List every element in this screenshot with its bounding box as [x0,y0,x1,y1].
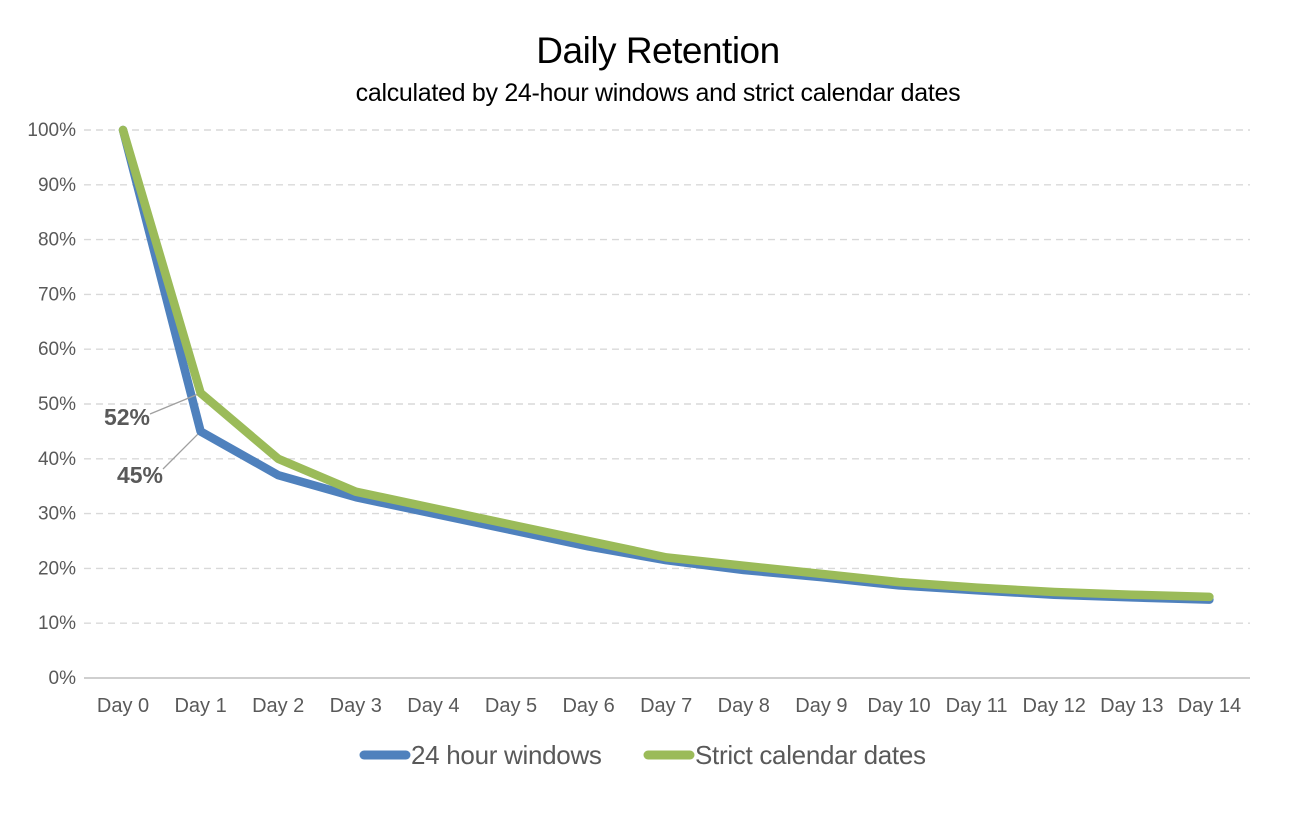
x-tick-label: Day 4 [407,695,459,717]
y-axis-tick-labels: 0% 10% 20% 30% 40% 50% 60% 70% 80% 90% 100% [27,120,76,689]
x-tick-label: Day 11 [946,695,1008,717]
x-tick-label: Day 5 [485,695,537,717]
x-axis-tick-labels: Day 0 Day 1 Day 2 Day 3 Day 4 Day 5 Day 6 Day 7… [97,695,1241,717]
y-tick-label: 70% [38,284,76,305]
y-tick-label: 0% [49,668,77,689]
legend-label: 24 hour windows [411,740,602,770]
y-tick-label: 40% [38,449,76,470]
y-tick-label: 30% [38,504,76,525]
callout-leader-line [149,393,198,415]
legend-label: Strict calendar dates [695,740,926,770]
x-tick-label: Day 2 [252,695,304,717]
callout-label: 45% [117,462,163,488]
x-tick-label: Day 0 [97,695,149,717]
y-tick-label: 100% [27,120,76,141]
callout-label: 52% [104,404,150,430]
chart-legend: 24 hour windows Strict calendar dates [359,740,926,770]
x-tick-label: Day 13 [1100,695,1163,717]
y-tick-label: 20% [38,558,76,579]
x-tick-label: Day 14 [1178,695,1241,717]
y-tick-label: 10% [38,613,76,634]
chart-title: Daily Retention [536,30,779,71]
y-tick-label: 80% [38,230,76,251]
gridlines [84,129,1250,624]
series-line-24-hour-windows [118,125,1214,604]
x-tick-label: Day 8 [718,695,770,717]
x-tick-label: Day 10 [867,695,930,717]
x-tick-label: Day 12 [1023,695,1086,717]
x-tick-label: Day 9 [795,695,847,717]
legend-item[interactable]: Strict calendar dates [643,740,926,770]
data-series-lines [118,125,1214,604]
series-line-strict-calendar-dates [118,125,1214,602]
x-tick-label: Day 6 [562,695,614,717]
y-tick-label: 90% [38,175,76,196]
callout-leader-line [162,433,199,470]
data-callouts: 52% 45% [104,393,199,488]
chart-subtitle: calculated by 24-hour windows and strict… [356,79,961,107]
y-tick-label: 50% [38,394,76,415]
legend-item[interactable]: 24 hour windows [359,740,602,770]
x-tick-label: Day 3 [330,695,382,717]
x-tick-label: Day 7 [640,695,692,717]
y-tick-label: 60% [38,339,76,360]
x-tick-label: Day 1 [174,695,226,717]
